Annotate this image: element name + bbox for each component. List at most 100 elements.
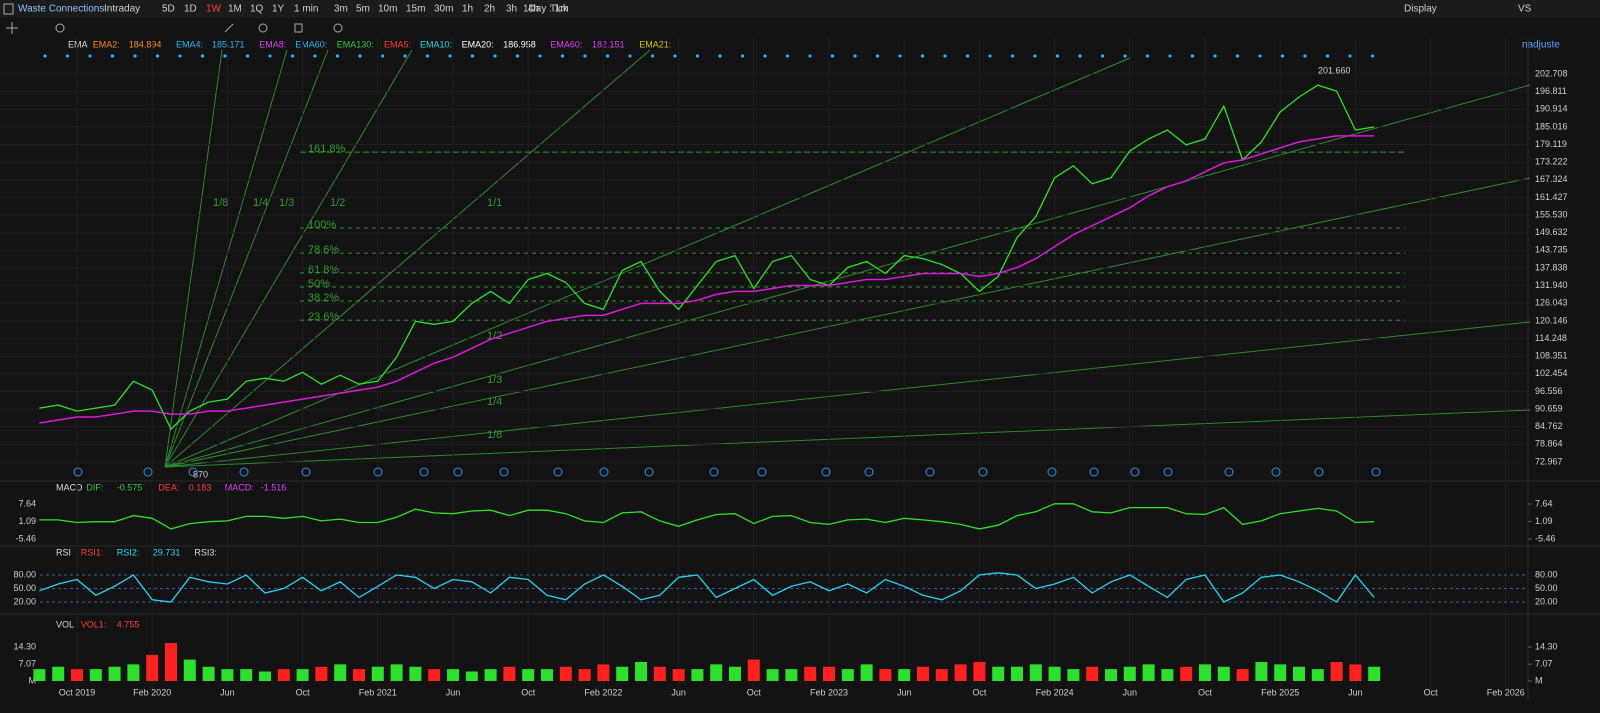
- x-tick-label: Feb 2021: [359, 687, 397, 697]
- event-icon[interactable]: [644, 467, 654, 477]
- period-button[interactable]: 5m: [356, 4, 370, 15]
- period-button[interactable]: 10m: [378, 4, 397, 15]
- period-button[interactable]: 1Y: [272, 4, 285, 15]
- volume-bar: [71, 669, 83, 681]
- event-dot: [1235, 54, 1240, 58]
- fib-label: 100%: [308, 219, 336, 231]
- circle-tool[interactable]: [258, 23, 268, 33]
- event-icon[interactable]: [599, 467, 609, 477]
- legend-item: MACD:: [225, 482, 254, 492]
- period-button[interactable]: 3m: [334, 4, 348, 15]
- event-dot: [1258, 54, 1262, 58]
- period-button[interactable]: 1h: [462, 4, 473, 15]
- event-icon[interactable]: [301, 467, 311, 477]
- period-button[interactable]: Intraday: [104, 4, 140, 15]
- event-icon[interactable]: [978, 467, 988, 477]
- volume-bar: [428, 669, 441, 681]
- event-dot: [605, 54, 610, 58]
- period-button[interactable]: 15m: [406, 4, 425, 15]
- volume-bar: [1180, 666, 1193, 681]
- event-dot: [1168, 54, 1172, 58]
- event-icon[interactable]: [821, 467, 831, 477]
- interval[interactable]: 1Day : 1m: [523, 4, 569, 15]
- volume-bar: [202, 666, 215, 681]
- y-tick-label: 78.864: [1535, 439, 1563, 449]
- y-tick-label: 196.811: [1535, 86, 1567, 96]
- price-line: [39, 84, 1375, 431]
- period-button[interactable]: 1Q: [250, 4, 264, 15]
- event-icon[interactable]: [709, 467, 719, 477]
- symbol[interactable]: Waste Connections: [18, 4, 104, 15]
- event-icon[interactable]: [1271, 467, 1281, 477]
- y-tick-label: 50.00: [13, 583, 36, 593]
- event-icon[interactable]: [143, 467, 153, 477]
- legend-item: VOL1:: [81, 619, 107, 629]
- legend-item: EMA4:: [176, 39, 203, 49]
- volume-bar: [165, 642, 177, 681]
- delete-tool[interactable]: [294, 23, 303, 33]
- compare-button[interactable]: VS: [1518, 4, 1532, 15]
- menu-icon[interactable]: [3, 3, 14, 15]
- event-dot: [1100, 54, 1105, 58]
- period-button[interactable]: 1D: [184, 4, 197, 15]
- y-tick-label: -5.46: [15, 533, 36, 543]
- y-tick-label: 155.530: [1535, 209, 1568, 219]
- event-icon[interactable]: [1371, 467, 1381, 477]
- period-button[interactable]: 1 min: [294, 4, 318, 15]
- volume-bar: [766, 669, 779, 681]
- event-icon[interactable]: [1163, 467, 1173, 477]
- volume-bar: [898, 669, 911, 681]
- event-icon[interactable]: [553, 467, 563, 477]
- legend-item: EMA8:: [259, 39, 286, 49]
- event-icon[interactable]: [1089, 467, 1099, 477]
- event-icon[interactable]: [1314, 467, 1324, 477]
- period-button[interactable]: 3h: [506, 4, 517, 15]
- volume-bar: [841, 669, 854, 681]
- event-icon[interactable]: [453, 467, 463, 477]
- y-tick-label: 108.351: [1535, 351, 1568, 361]
- move-tool[interactable]: [6, 22, 18, 34]
- display-button[interactable]: Display: [1404, 4, 1437, 15]
- fan-line: [164, 49, 651, 468]
- shape-tool[interactable]: [55, 23, 65, 33]
- period-button[interactable]: 1W: [206, 4, 222, 15]
- volume-bar: [1161, 669, 1174, 681]
- event-icon[interactable]: [419, 467, 429, 477]
- period-button[interactable]: 30m: [434, 4, 453, 15]
- line-tool[interactable]: [224, 23, 234, 33]
- period-button[interactable]: Tick: [550, 4, 569, 15]
- event-icon[interactable]: [1047, 467, 1057, 477]
- event-icon[interactable]: [239, 467, 249, 477]
- volume-bar: [1105, 669, 1117, 681]
- event-icon[interactable]: [1224, 467, 1234, 477]
- event-dot: [403, 54, 407, 58]
- period-button[interactable]: 5D: [162, 4, 175, 15]
- y-tick-label: 126.043: [1535, 298, 1568, 308]
- volume-bar: [89, 669, 102, 681]
- event-dot: [245, 54, 250, 58]
- event-icon[interactable]: [373, 467, 383, 477]
- event-icon[interactable]: [73, 467, 83, 477]
- y-tick-label: 90.659: [1535, 403, 1563, 413]
- volume-bar: [1142, 664, 1155, 681]
- event-icon[interactable]: [757, 467, 767, 477]
- event-icon[interactable]: [1130, 467, 1140, 477]
- adjust-button[interactable]: nadjuste: [1522, 40, 1560, 51]
- event-icon[interactable]: [925, 467, 935, 477]
- event-icon[interactable]: [499, 467, 509, 477]
- y-tick-label: 80.00: [13, 569, 36, 579]
- event-dot: [740, 54, 745, 58]
- fan-label: 1/2: [330, 197, 345, 209]
- settings-tool[interactable]: [333, 23, 343, 33]
- y-tick-label: 20.00: [1535, 596, 1558, 606]
- period-button[interactable]: 1M: [228, 4, 242, 15]
- volume-bar: [917, 666, 929, 681]
- period-button[interactable]: 2h: [484, 4, 495, 15]
- event-icon[interactable]: [864, 467, 874, 477]
- event-icon[interactable]: [188, 467, 198, 477]
- legend-item: RSI3:: [194, 547, 217, 557]
- period-button[interactable]: 4h: [528, 4, 539, 15]
- event-dot: [200, 54, 205, 58]
- event-dot: [223, 54, 227, 58]
